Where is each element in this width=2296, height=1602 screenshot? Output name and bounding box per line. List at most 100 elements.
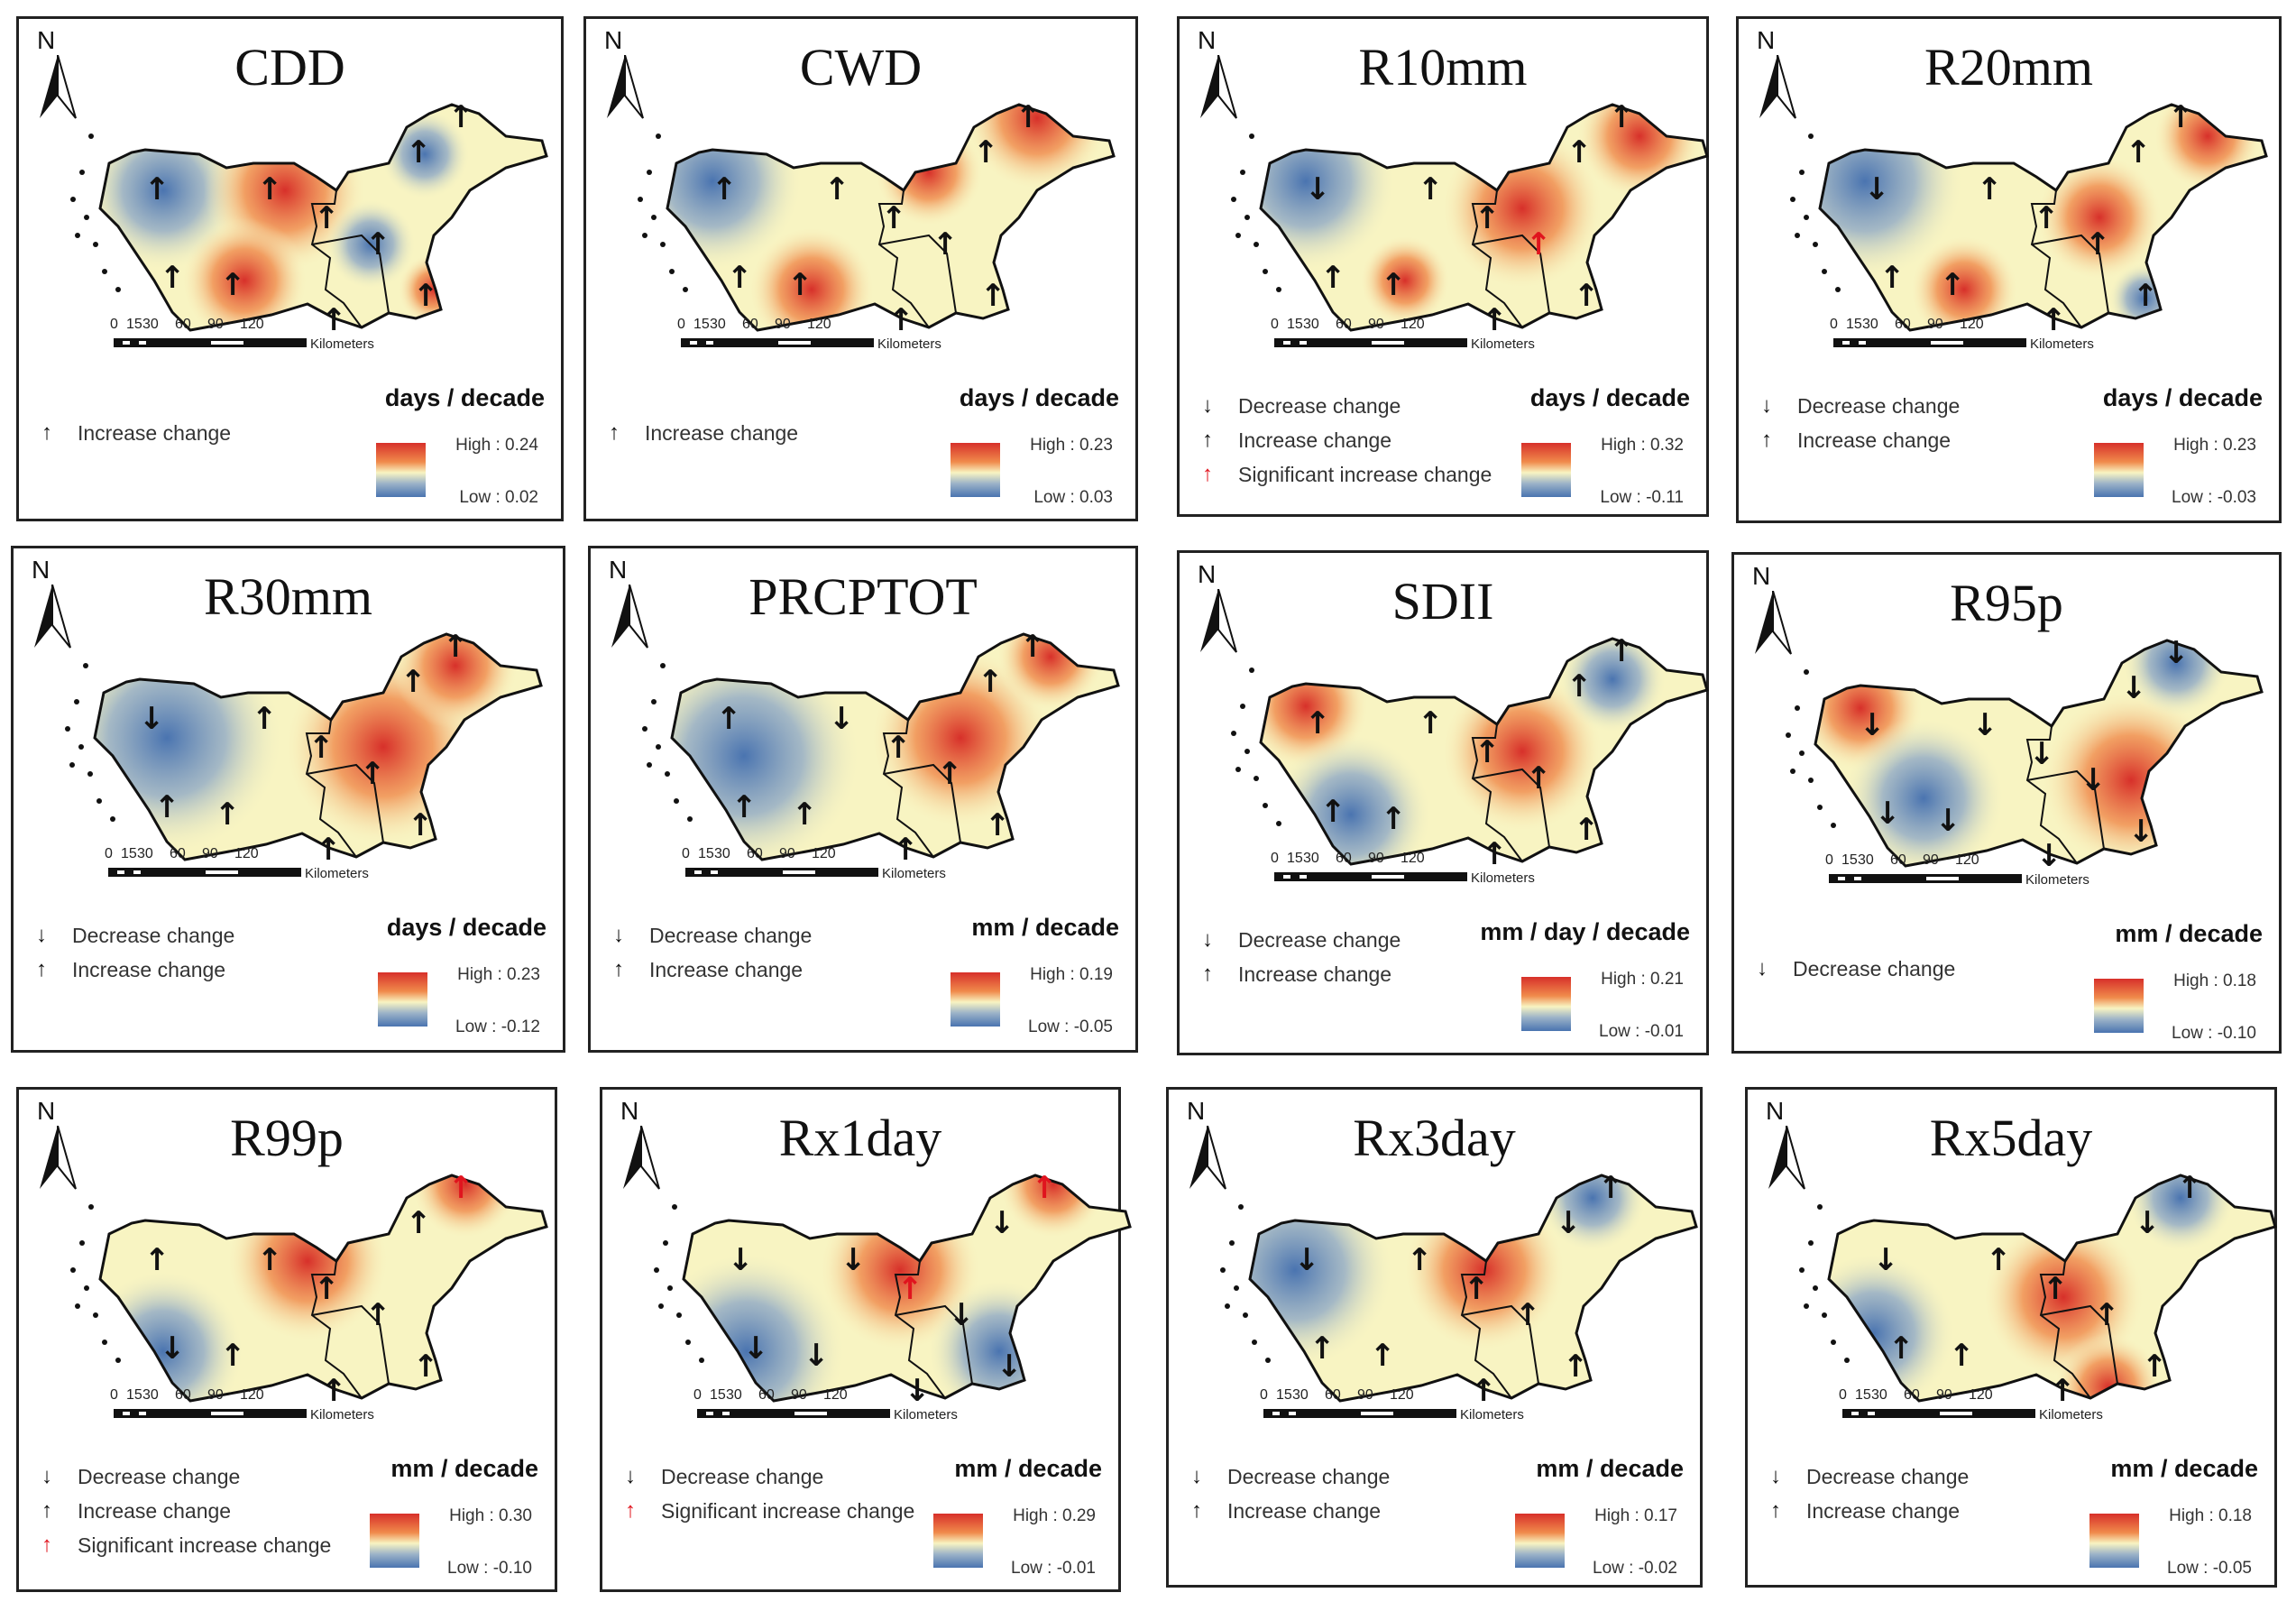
north-arrow-icon — [40, 1126, 77, 1190]
scale-bar: 0 15 30 60 90 120 Kilometers — [1260, 1387, 1606, 1441]
increase-arrow-icon: ↑ — [1320, 794, 1346, 830]
scale-bar-graphic — [108, 868, 301, 877]
scale-tick: 0 — [1260, 1387, 1268, 1403]
low-trend-zone — [2122, 640, 2230, 717]
map-panel-prcptot: N PRCPTOT ↑ ↓ ↑ ↑ ↑ ↑ ↑ ↑ ↑ ↑ 0 15 30 60 90 120 Kilometers… — [588, 546, 1138, 1053]
scale-tick: 120 — [1960, 317, 1984, 332]
scale-unit: Kilometers — [310, 1407, 374, 1422]
island-mark — [674, 798, 679, 804]
color-ramp — [1521, 443, 1571, 497]
low-trend-zone — [672, 639, 861, 860]
increase-arrow-icon: ↑ — [886, 730, 912, 766]
island-mark — [1808, 1240, 1814, 1246]
increase-arrow-icon: ↑ — [215, 796, 241, 833]
island-mark — [79, 1240, 85, 1246]
legend-item-down: ↓ Decrease change — [1770, 1459, 1969, 1494]
island-mark — [651, 699, 657, 704]
island-mark — [1790, 197, 1795, 202]
increase-arrow-icon: ↑ — [1526, 760, 1552, 796]
high-trend-zone — [999, 1175, 1107, 1238]
arrow-legend: ↓ Decrease change ↑ Increase change — [36, 918, 234, 987]
scale-tick: 30 — [1303, 851, 1319, 866]
legend-label: Decrease change — [72, 923, 235, 947]
panel-title: Rx1day — [778, 1109, 942, 1167]
island-mark — [660, 242, 666, 247]
island-mark — [672, 1204, 677, 1210]
island-mark — [96, 798, 102, 804]
island-mark — [1240, 704, 1245, 709]
scale-tick: 90 — [779, 846, 795, 861]
island-mark — [93, 242, 98, 247]
increase-arrow-icon: ↑ — [1609, 99, 1635, 135]
decrease-arrow-icon: ↓ — [2128, 814, 2154, 850]
island-mark — [1249, 134, 1254, 139]
increase-arrow-icon: ↑ — [400, 664, 427, 700]
scale-tick: 120 — [1401, 851, 1425, 866]
color-ramp — [1515, 1514, 1565, 1568]
increase-arrow-icon: ↑ — [932, 226, 959, 262]
scale-tick: 15 — [1287, 851, 1303, 866]
island-mark — [75, 1303, 80, 1309]
scale-bar: 0 15 30 60 90 120 Kilometers — [110, 1387, 456, 1441]
north-arrow-icon — [607, 55, 644, 119]
legend-item-down: ↓ Decrease change — [1757, 952, 1955, 986]
high-trend-zone — [2036, 154, 2163, 281]
decrease-arrow-icon: ↓ — [2163, 635, 2190, 671]
island-mark — [84, 1285, 89, 1291]
scale-bar-graphic — [697, 1409, 890, 1418]
scale-bar: 0 15 30 60 90 120 Kilometers — [1271, 317, 1617, 371]
decrease-arrow-icon: ↓ — [728, 1242, 754, 1278]
scale-tick: 60 — [1895, 317, 1911, 332]
legend-item-up: ↑ Increase change — [613, 953, 812, 987]
increase-arrow-icon: ↑ — [1202, 962, 1213, 986]
legend-label: Increase change — [1238, 962, 1392, 986]
legend-label: Increase change — [1238, 428, 1392, 452]
decrease-arrow-icon: ↓ — [1972, 707, 1998, 743]
scale-tick: 0 — [110, 1387, 118, 1403]
subregion-boundary — [860, 162, 957, 328]
island-mark — [642, 233, 647, 238]
island-mark — [1808, 134, 1814, 139]
north-arrow-icon — [34, 585, 71, 649]
subregion-boundary — [1443, 1233, 1539, 1399]
island-mark — [669, 269, 675, 274]
legend-unit: days / decade — [2102, 384, 2263, 411]
island-mark — [1265, 1358, 1271, 1363]
increase-arrow-icon: ↑ — [448, 99, 474, 135]
panel-title: PRCPTOT — [748, 567, 978, 626]
decrease-arrow-icon: ↓ — [1860, 707, 1886, 743]
island-mark — [667, 1285, 673, 1291]
increase-arrow-icon: ↑ — [609, 420, 620, 445]
legend-item-sig-up: ↑ Significant increase change — [1202, 457, 1492, 492]
legend-label: Increase change — [649, 957, 804, 981]
decrease-arrow-icon: ↓ — [139, 701, 165, 737]
decrease-arrow-icon: ↓ — [1864, 171, 1890, 207]
scale-unit: Kilometers — [1471, 336, 1535, 352]
increase-arrow-icon: ↑ — [220, 267, 246, 303]
panel-title: SDII — [1391, 572, 1494, 631]
interpolated-trend-map: ↑ ↑ ↑ ↑ ↑ ↑ ↑ ↑ ↑ ↑ — [70, 99, 548, 338]
significant-increase-arrow-icon: ↑ — [897, 1271, 923, 1307]
island-mark — [1799, 750, 1805, 756]
panel-title: R99p — [230, 1109, 344, 1167]
legend-label: Decrease change — [1806, 1464, 1970, 1488]
increase-arrow-icon: ↑ — [1977, 171, 2003, 207]
map-panel-cdd: N CDD ↑ ↑ ↑ ↑ ↑ ↑ ↑ ↑ ↑ ↑ 0 15 30 60 90 120 Kilometers ↑ Inc… — [16, 16, 564, 521]
high-trend-zone — [996, 634, 1105, 711]
increase-arrow-icon: ↑ — [2094, 1297, 2120, 1333]
increase-arrow-icon: ↑ — [787, 267, 813, 303]
scale-unit: Kilometers — [310, 336, 374, 352]
increase-arrow-icon: ↑ — [1320, 260, 1346, 296]
island-mark — [1252, 1340, 1257, 1345]
interpolated-trend-map: ↑ ↓ ↑ ↑ ↑ ↑ ↑ ↑ ↑ ↑ — [642, 629, 1120, 868]
increase-arrow-icon: ↑ — [257, 171, 283, 207]
island-mark — [115, 1358, 121, 1363]
legend-unit: mm / decade — [2110, 1455, 2258, 1482]
scale-tick: 0 — [677, 317, 685, 332]
island-mark — [1799, 1267, 1805, 1273]
scale-tick: 0 — [1271, 317, 1279, 332]
panel-title: CDD — [234, 38, 345, 97]
scale-tick: 0 — [1830, 317, 1838, 332]
island-mark — [1249, 668, 1254, 673]
